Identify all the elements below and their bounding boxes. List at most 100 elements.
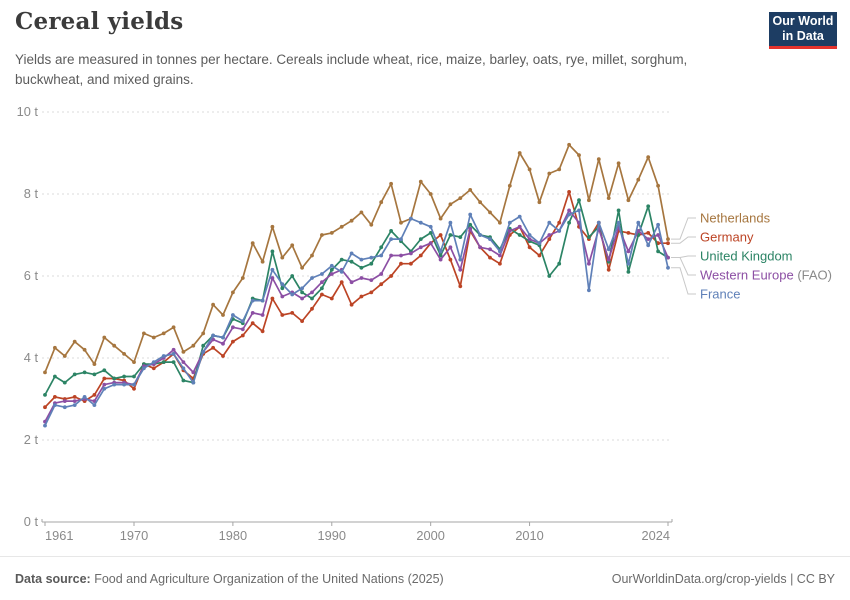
series-point-france [112, 382, 117, 387]
series-point-western-europe-fao [507, 229, 512, 233]
series-point-western-europe-fao [379, 272, 384, 276]
series-point-france [221, 335, 225, 340]
series-point-united-kingdom [290, 274, 295, 278]
series-label-france[interactable]: France [700, 287, 740, 302]
series-point-germany [329, 296, 334, 301]
series-point-france [142, 366, 146, 371]
series-point-western-europe-fao [191, 370, 196, 375]
series-point-france [547, 220, 552, 225]
series-label-netherlands[interactable]: Netherlands [700, 211, 771, 226]
series-point-united-kingdom [448, 233, 453, 237]
series-point-united-kingdom [646, 204, 651, 209]
series-point-netherlands [329, 231, 334, 235]
series-label-united-kingdom[interactable]: United Kingdom [700, 249, 793, 264]
series-label-germany[interactable]: Germany [700, 230, 754, 245]
series-point-netherlands [102, 335, 107, 340]
series-point-united-kingdom [369, 261, 374, 266]
series-point-western-europe-fao [369, 278, 374, 282]
series-point-germany [151, 366, 156, 371]
series-point-netherlands [62, 354, 67, 358]
label-connector [671, 217, 696, 240]
series-point-united-kingdom [468, 222, 473, 227]
series-point-germany [666, 241, 670, 246]
series-point-united-kingdom [587, 235, 591, 240]
series-point-united-kingdom [53, 374, 57, 379]
series-point-united-kingdom [280, 286, 285, 291]
series-point-france [666, 265, 670, 270]
series-point-united-kingdom [616, 208, 621, 213]
owid-logo[interactable]: Our World in Data [769, 12, 837, 49]
line-chart-canvas[interactable]: 0 t 2 t 4 t 6 t 8 t 10 t 1961 1970 1980 1990 2000 2… [0, 88, 850, 556]
series-point-germany [290, 311, 295, 315]
chart-footer: Data source: Food and Agriculture Organi… [0, 556, 850, 600]
series-point-western-europe-fao [72, 399, 77, 403]
series-point-france [488, 237, 492, 242]
series-point-netherlands [547, 171, 552, 176]
series-label-western-europe-fao[interactable]: Western Europe (FAO) [700, 268, 832, 283]
series-point-western-europe-fao [498, 253, 502, 258]
series-point-united-kingdom [339, 257, 344, 262]
series-point-united-kingdom [122, 374, 126, 379]
series-point-western-europe-fao [270, 276, 275, 280]
series-point-france [250, 298, 255, 303]
series-point-france [448, 220, 453, 225]
series-point-germany [132, 386, 136, 391]
series-point-western-europe-fao [221, 341, 225, 346]
series-point-netherlands [171, 325, 176, 330]
series-point-netherlands [151, 335, 156, 340]
series-point-netherlands [191, 343, 196, 348]
series-point-united-kingdom [270, 249, 275, 254]
y-tick-label: 10 t [17, 104, 39, 119]
series-point-france [587, 288, 591, 293]
series-point-germany [389, 274, 393, 278]
series-point-western-europe-fao [626, 249, 631, 254]
owid-logo-line1: Our World [772, 14, 834, 28]
series-point-france [270, 267, 275, 272]
series-point-western-europe-fao [62, 399, 67, 403]
series-point-netherlands [389, 181, 393, 186]
owid-url-link[interactable]: OurWorldinData.org/crop-yields [611, 571, 787, 586]
series-point-united-kingdom [181, 378, 186, 383]
series-point-netherlands [339, 224, 344, 229]
series-line-western-europe-fao[interactable] [44, 209, 669, 423]
series-point-germany [260, 329, 265, 334]
series-point-netherlands [537, 200, 542, 205]
series-point-united-kingdom [171, 360, 176, 364]
series-point-france [596, 220, 601, 225]
series-point-france [72, 403, 77, 407]
series-point-germany [102, 376, 107, 381]
series-point-netherlands [221, 313, 225, 317]
series-point-netherlands [636, 177, 641, 182]
series-point-france [339, 270, 344, 274]
series-point-western-europe-fao [478, 245, 482, 250]
series-point-western-europe-fao [468, 226, 473, 231]
series-point-western-europe-fao [240, 327, 245, 332]
series-point-germany [547, 237, 552, 242]
series-line-france[interactable] [44, 209, 669, 427]
series-point-netherlands [181, 350, 186, 354]
series-line-united-kingdom[interactable] [44, 199, 669, 396]
series-point-france [320, 272, 324, 276]
series-point-western-europe-fao [646, 237, 651, 242]
series-point-western-europe-fao [389, 253, 393, 258]
series-point-france [191, 380, 196, 385]
series-point-france [527, 233, 532, 237]
series-line-netherlands[interactable] [44, 143, 669, 374]
series-point-germany [92, 393, 97, 397]
series-point-netherlands [527, 167, 532, 172]
series-point-netherlands [290, 243, 295, 248]
series-point-united-kingdom [102, 368, 107, 373]
series-point-france [240, 319, 245, 323]
series-point-germany [240, 333, 245, 338]
series-point-germany [626, 231, 631, 235]
series-point-netherlands [656, 183, 660, 188]
series-point-western-europe-fao [458, 267, 463, 272]
series-point-united-kingdom [320, 286, 324, 291]
series-point-france [577, 208, 581, 213]
series-point-france [537, 241, 542, 246]
series-point-netherlands [498, 220, 502, 225]
series-point-united-kingdom [201, 343, 206, 348]
series-point-netherlands [478, 200, 482, 205]
series-point-united-kingdom [82, 370, 87, 375]
